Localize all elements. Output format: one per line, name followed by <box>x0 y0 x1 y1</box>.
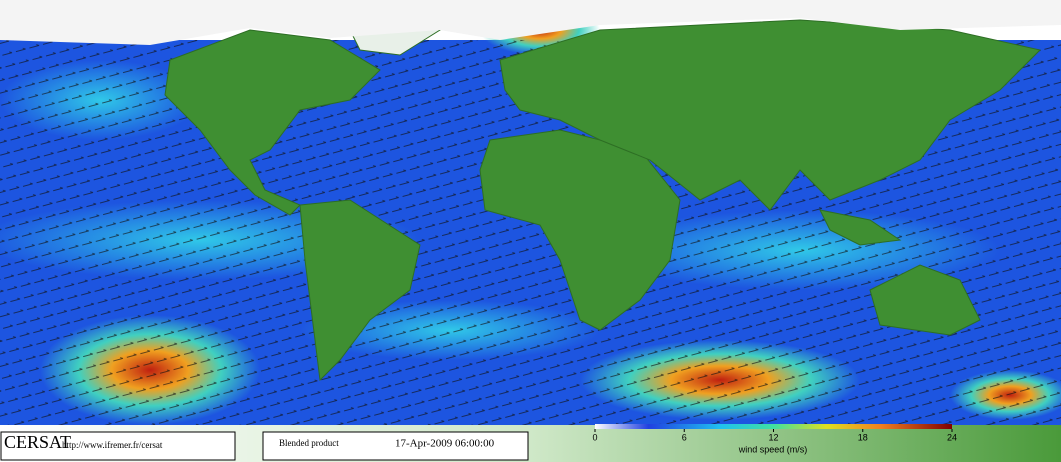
colorbar-tick-label: 24 <box>947 432 957 442</box>
info-box <box>262 431 529 461</box>
date: 17-Apr-2009 06:00:00 <box>395 438 495 450</box>
colorbar-tick-label: 0 <box>592 432 597 442</box>
url: http://www.ifremer.fr/cersat <box>62 440 163 450</box>
colorbar-tick-label: 6 <box>682 432 687 442</box>
colorbar-tick-label: 12 <box>768 432 778 442</box>
colorbar-label: wind speed (m/s) <box>738 444 808 454</box>
colorbar <box>595 424 952 429</box>
logo: CERSAT <box>4 432 71 452</box>
product: Blended product <box>279 438 339 448</box>
land <box>0 0 1061 382</box>
colorbar-tick-label: 18 <box>858 432 868 442</box>
logo-box <box>0 431 236 461</box>
